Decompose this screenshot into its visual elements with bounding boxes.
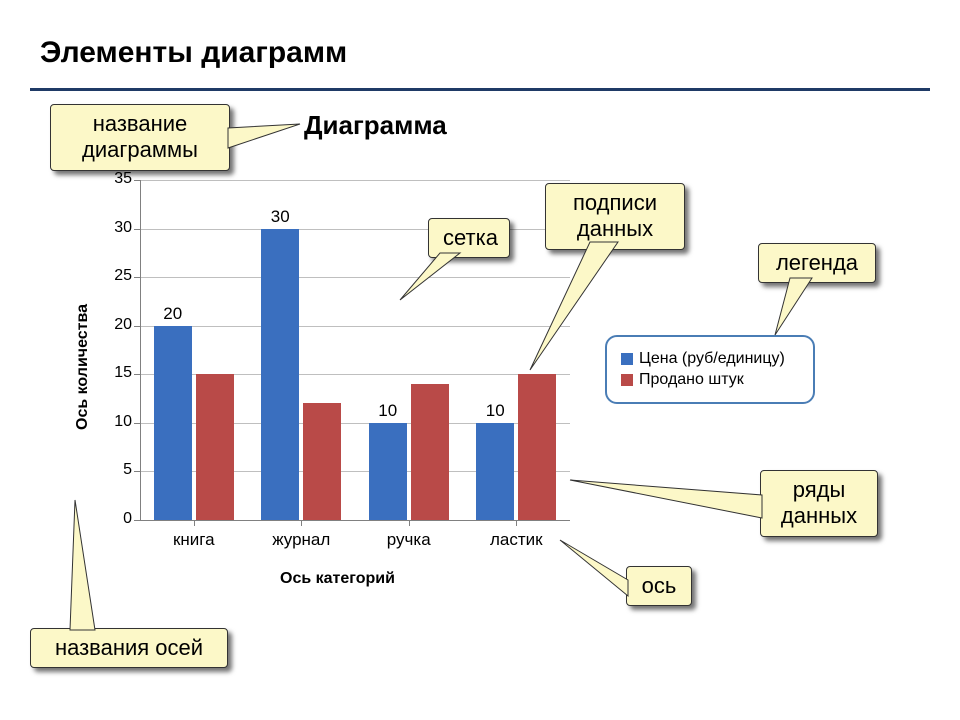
callout-legend: легенда: [758, 243, 876, 283]
y-tick-label: 0: [102, 510, 132, 528]
y-tick-label: 35: [102, 170, 132, 188]
legend-item: Цена (руб/единицу): [621, 350, 799, 368]
category-label: ручка: [364, 530, 454, 550]
y-tick-label: 20: [102, 316, 132, 334]
callout-axis-titles: названия осей: [30, 628, 228, 668]
data-label: 10: [373, 401, 403, 421]
callout-series: рядыданных: [760, 470, 878, 537]
callout-chart-title: названиедиаграммы: [50, 104, 230, 171]
legend-item: Продано штук: [621, 371, 799, 389]
y-tick-label: 25: [102, 267, 132, 285]
bar: [476, 423, 514, 520]
x-tick: [409, 520, 410, 526]
bar: [154, 326, 192, 520]
y-tick-label: 15: [102, 364, 132, 382]
category-label: журнал: [256, 530, 346, 550]
legend-label: Продано штук: [639, 371, 744, 389]
y-tick-label: 10: [102, 413, 132, 431]
bar: [196, 374, 234, 520]
legend-swatch: [621, 374, 633, 386]
callout-grid: сетка: [428, 218, 510, 258]
gridline: [140, 326, 570, 327]
data-label: 30: [265, 207, 295, 227]
x-axis-line: [140, 520, 570, 521]
legend-swatch: [621, 353, 633, 365]
legend-box: Цена (руб/единицу) Продано штук: [605, 335, 815, 404]
callout-axis: ось: [626, 566, 692, 606]
callout-data-labels: подписиданных: [545, 183, 685, 250]
y-tick-label: 5: [102, 461, 132, 479]
bar: [369, 423, 407, 520]
slide-title: Элементы диаграмм: [40, 36, 347, 70]
bar: [261, 229, 299, 520]
bar: [411, 384, 449, 520]
chart-title: Диаграмма: [304, 110, 447, 141]
y-axis-line: [140, 180, 141, 520]
gridline: [140, 180, 570, 181]
x-tick: [194, 520, 195, 526]
gridline: [140, 277, 570, 278]
x-tick: [516, 520, 517, 526]
data-label: 20: [158, 304, 188, 324]
y-tick-label: 30: [102, 219, 132, 237]
bar: [303, 403, 341, 520]
category-label: ластик: [471, 530, 561, 550]
bar: [518, 374, 556, 520]
x-axis-title: Ось категорий: [280, 570, 395, 588]
category-label: книга: [149, 530, 239, 550]
x-tick: [301, 520, 302, 526]
title-underline: [30, 88, 930, 91]
legend-label: Цена (руб/единицу): [639, 350, 785, 368]
y-axis-title: Ось количества: [74, 304, 92, 430]
data-label: 10: [480, 401, 510, 421]
